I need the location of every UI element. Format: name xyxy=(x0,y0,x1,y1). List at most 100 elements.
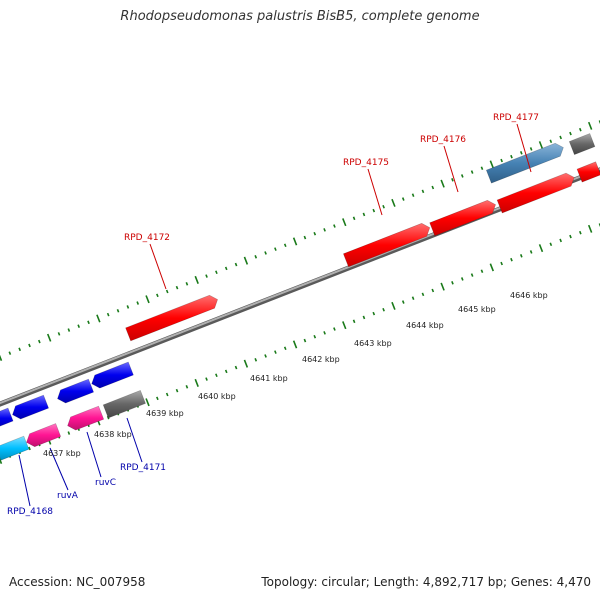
minor-tick xyxy=(569,234,572,239)
minor-tick xyxy=(372,208,376,213)
minor-tick xyxy=(519,151,523,155)
minor-tick xyxy=(165,289,169,294)
minor-tick xyxy=(303,338,307,343)
minor-tick xyxy=(205,274,208,278)
major-tick xyxy=(145,398,150,407)
minor-tick xyxy=(87,320,90,325)
minor-tick xyxy=(451,281,454,285)
major-tick xyxy=(0,354,3,362)
gene-label-ruva[interactable]: ruvA xyxy=(57,491,79,501)
gene-label-rpd-4176[interactable]: RPD_4176 xyxy=(420,135,466,145)
gene-reverse-blue-3 xyxy=(12,394,49,420)
minor-tick xyxy=(175,285,179,290)
minor-tick xyxy=(333,327,336,331)
minor-tick xyxy=(283,243,287,248)
scale-label: 4637 kbp xyxy=(43,449,81,458)
minor-tick xyxy=(303,235,307,240)
minor-tick xyxy=(67,431,71,435)
minor-tick xyxy=(116,308,120,313)
minor-tick xyxy=(264,251,267,255)
scale-label: 4646 kbp xyxy=(510,291,548,300)
minor-tick xyxy=(323,228,326,232)
minor-tick xyxy=(224,369,228,374)
gene-rpd-4177 xyxy=(496,172,575,214)
leader-rpd-4175 xyxy=(367,168,383,216)
major-tick xyxy=(292,340,298,349)
minor-tick xyxy=(313,231,317,236)
minor-tick xyxy=(18,347,21,352)
major-tick xyxy=(342,321,347,330)
minor-tick xyxy=(480,269,484,274)
leader-rpd-4171 xyxy=(126,417,143,463)
minor-tick xyxy=(165,392,169,397)
major-tick xyxy=(391,301,396,310)
gene-steelblue xyxy=(485,142,564,184)
genome-summary-text: Topology: circular; Length: 4,892,717 bp… xyxy=(261,575,591,589)
minor-tick xyxy=(362,315,366,320)
major-tick xyxy=(194,275,199,284)
leader-rpd-4177 xyxy=(516,123,532,173)
minor-tick xyxy=(470,170,474,174)
minor-tick xyxy=(234,365,238,370)
gene-ruva xyxy=(26,423,62,448)
gene-label-rpd-4171[interactable]: RPD_4171 xyxy=(120,463,166,473)
major-tick xyxy=(46,333,52,342)
leader-ruva xyxy=(49,447,69,491)
major-tick xyxy=(489,263,495,272)
scale-label: 4643 kbp xyxy=(354,339,392,348)
major-tick xyxy=(342,218,347,227)
minor-tick xyxy=(411,296,415,300)
gene-label-rpd-4175[interactable]: RPD_4175 xyxy=(343,158,389,168)
major-tick xyxy=(440,282,445,291)
minor-tick xyxy=(264,354,267,358)
scale-labels: 4637 kbp 4638 kbp 4639 kbp 4640 kbp 4641… xyxy=(43,291,548,458)
minor-tick xyxy=(460,277,464,281)
gene-label-rpd-4172[interactable]: RPD_4172 xyxy=(124,233,170,243)
minor-tick xyxy=(510,257,513,262)
gene-rpd-4168 xyxy=(0,435,30,461)
minor-tick xyxy=(431,185,435,190)
gene-label-rpd-4177[interactable]: RPD_4177 xyxy=(493,113,539,123)
gene-reverse-blue-4 xyxy=(0,407,14,427)
scale-label: 4642 kbp xyxy=(302,355,340,364)
minor-tick xyxy=(352,216,356,221)
minor-tick xyxy=(8,351,12,355)
leader-rpd-4168 xyxy=(18,454,31,507)
major-tick xyxy=(292,237,298,246)
minor-tick xyxy=(569,131,572,136)
minor-tick xyxy=(579,230,582,235)
scale-label: 4638 kbp xyxy=(94,430,132,439)
gene-label-ruvc[interactable]: ruvC xyxy=(95,478,116,488)
minor-tick xyxy=(401,197,405,201)
minor-tick xyxy=(274,350,277,354)
minor-tick xyxy=(362,212,366,217)
major-tick xyxy=(0,457,3,465)
minor-tick xyxy=(559,135,562,140)
gene-label-rpd-4168[interactable]: RPD_4168 xyxy=(7,507,53,517)
minor-tick xyxy=(529,147,533,151)
minor-tick xyxy=(156,293,159,298)
minor-tick xyxy=(421,292,425,297)
minor-tick xyxy=(215,270,218,275)
gene-rpd-4171 xyxy=(102,390,146,419)
minor-tick xyxy=(57,332,61,336)
minor-tick xyxy=(28,343,31,348)
scale-label: 4641 kbp xyxy=(250,374,288,383)
accession-text: Accession: NC_007958 xyxy=(9,575,146,589)
minor-tick xyxy=(274,247,277,251)
gene-rpd-4176 xyxy=(429,199,496,237)
genes xyxy=(0,133,600,461)
minor-tick xyxy=(431,288,435,293)
minor-tick xyxy=(38,339,41,344)
minor-tick xyxy=(215,373,218,378)
minor-tick xyxy=(549,139,553,144)
map-title: Rhodopseudomonas palustris BisB5, comple… xyxy=(120,9,480,24)
minor-tick xyxy=(67,328,71,332)
major-tick xyxy=(96,314,101,323)
gene-reverse-blue-2 xyxy=(57,378,94,404)
minor-tick xyxy=(313,334,317,339)
minor-tick xyxy=(382,307,385,312)
minor-tick xyxy=(234,262,238,267)
minor-tick xyxy=(500,158,503,163)
